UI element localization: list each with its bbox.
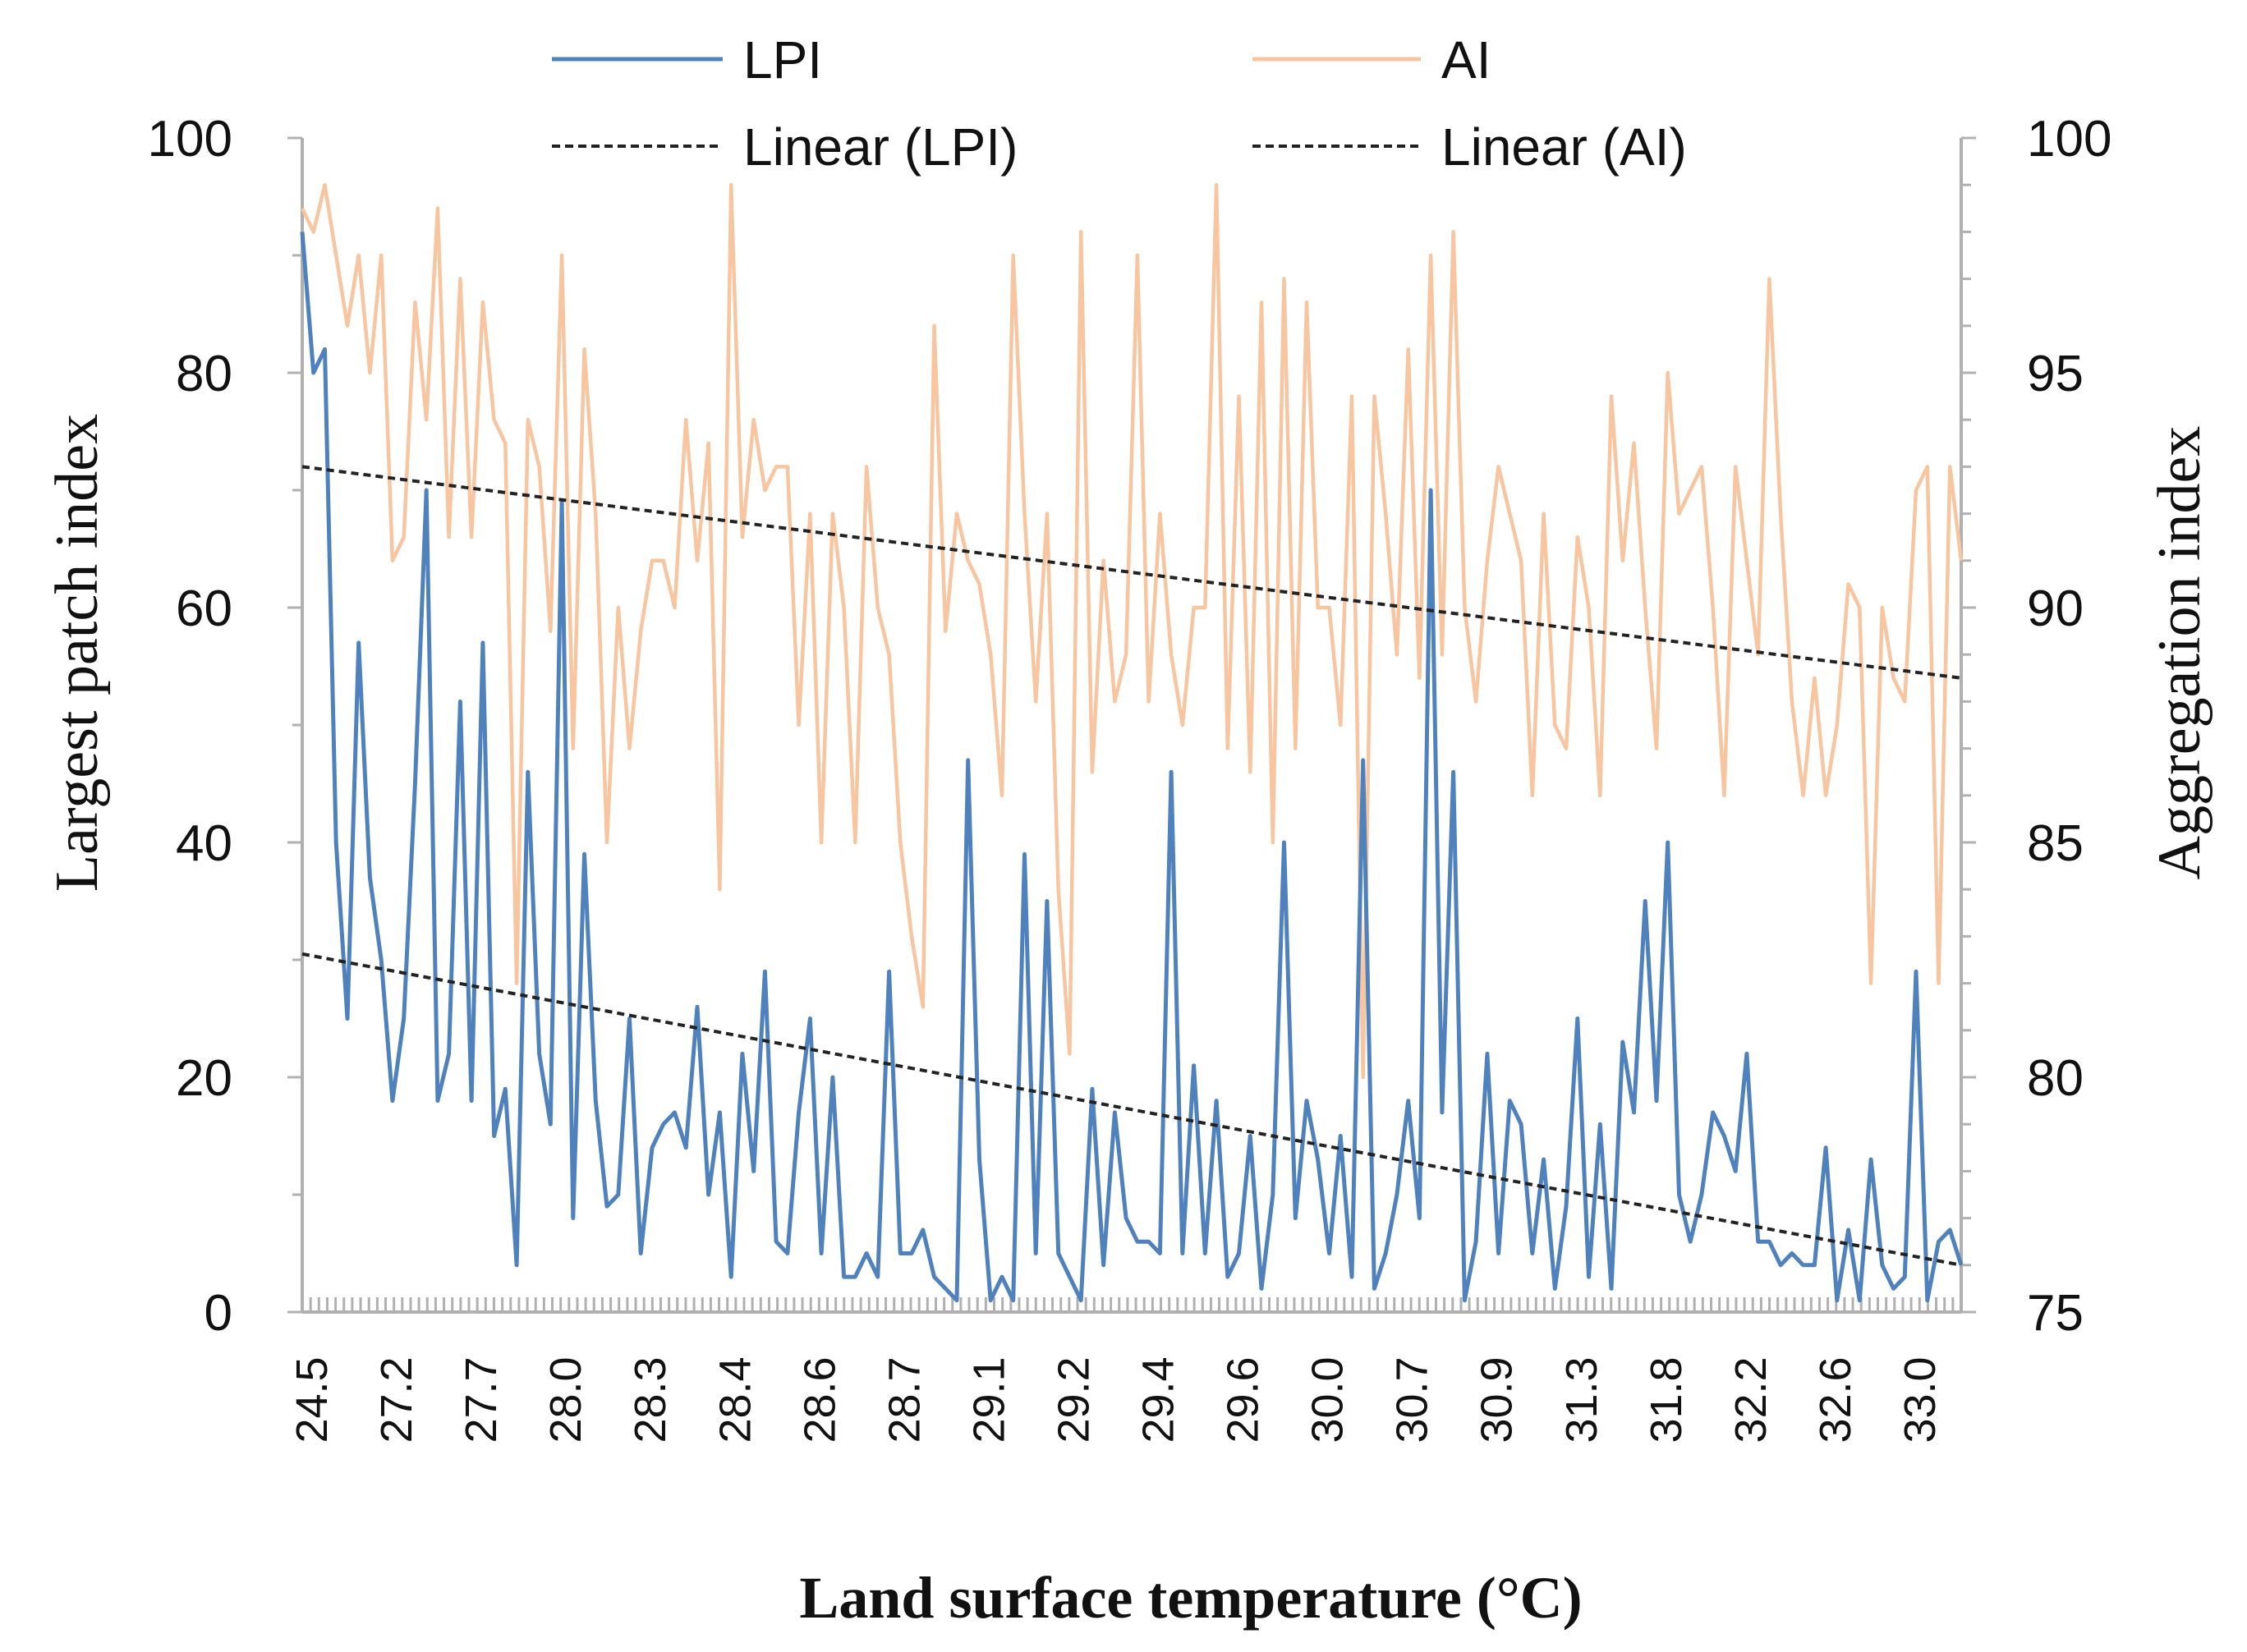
legend-entry-linear-ai[interactable]: Linear (AI) (1252, 117, 1687, 177)
x-tick-label: 28.6 (795, 1356, 844, 1443)
legend-label-lpi: LPI (743, 30, 822, 89)
y-right-tick-label: 75 (2027, 1285, 2084, 1342)
x-tick-label: 30.7 (1388, 1356, 1437, 1443)
x-tick-label: 28.4 (710, 1356, 760, 1443)
series-line-lpi (300, 232, 1964, 1303)
x-tick-label-group: 28.4 (710, 1356, 760, 1443)
legend-entry-linear-lpi[interactable]: Linear (LPI) (552, 117, 1018, 177)
trendline-linear-ai (301, 465, 1962, 680)
series-layer (300, 182, 1964, 1303)
y-left-tick-label: 60 (176, 580, 232, 637)
x-tick-label-group: 27.2 (372, 1356, 421, 1443)
x-tick-label-group: 27.7 (457, 1356, 506, 1443)
x-tick-label: 29.4 (1134, 1356, 1183, 1443)
y-axis-right-title: Aggregation index (2146, 426, 2213, 880)
x-tick-label: 32.2 (1726, 1356, 1776, 1443)
x-tick-label: 29.6 (1219, 1356, 1268, 1443)
y-right-tick-label: 90 (2027, 580, 2084, 637)
x-tick-label-group: 32.6 (1811, 1356, 1860, 1443)
y-right-tick-label: 85 (2027, 815, 2084, 872)
x-tick-label-group: 29.4 (1134, 1356, 1183, 1443)
y-left-tick-label: 100 (148, 111, 232, 167)
x-tick-label-group: 31.3 (1557, 1356, 1606, 1443)
x-tick-label: 31.8 (1642, 1356, 1691, 1443)
x-tick-label: 29.1 (964, 1356, 1013, 1443)
x-tick-label: 32.6 (1811, 1356, 1860, 1443)
legend: LPI AI Linear (LPI) Linear (AI) (552, 30, 1687, 177)
x-axis-title: Land surface temperature (°C) (799, 1565, 1582, 1631)
legend-label-ai: AI (1441, 30, 1491, 89)
x-tick-label-group: 28.7 (880, 1356, 929, 1443)
x-tick-label-group: 29.2 (1049, 1356, 1098, 1443)
y-left-tick-label: 0 (204, 1285, 232, 1342)
tick-layer: 0 20 40 60 80 100 75 80 85 90 95 100 24.5 27.2 27.7 28.… (148, 111, 2112, 1443)
x-tick-label: 24.5 (287, 1356, 337, 1443)
x-tick-label-group: 30.7 (1388, 1356, 1437, 1443)
x-tick-label-group: 33.0 (1895, 1356, 1945, 1443)
x-tick-label-group: 31.8 (1642, 1356, 1691, 1443)
x-tick-label-group: 28.3 (626, 1356, 675, 1443)
x-tick-label-group: 30.9 (1473, 1356, 1522, 1443)
legend-entry-lpi[interactable]: LPI (552, 30, 822, 89)
y-left-tick-label: 80 (176, 346, 232, 402)
y-axis-left-title: Largest patch index (44, 414, 111, 892)
axis-frame (287, 136, 1976, 1314)
trendline-linear-lpi (301, 952, 1962, 1267)
x-tick-label-group: 30.0 (1303, 1356, 1353, 1443)
x-tick-label-group: 29.6 (1219, 1356, 1268, 1443)
x-tick-label: 33.0 (1895, 1356, 1945, 1443)
y-right-tick-label: 95 (2027, 346, 2084, 402)
x-tick-label: 28.0 (541, 1356, 590, 1443)
x-tick-label: 30.0 (1303, 1356, 1353, 1443)
y-left-tick-label: 20 (176, 1050, 232, 1107)
x-tick-label: 31.3 (1557, 1356, 1606, 1443)
y-right-tick-label: 100 (2027, 111, 2111, 167)
trendline-layer (301, 465, 1962, 1267)
x-tick-label-group: 28.0 (541, 1356, 590, 1443)
x-tick-label-group: 29.1 (964, 1356, 1013, 1443)
x-tick-label-group: 32.2 (1726, 1356, 1776, 1443)
x-tick-label-group: 24.5 (287, 1356, 337, 1443)
y-left-tick-label: 40 (176, 815, 232, 872)
x-tick-label: 29.2 (1049, 1356, 1098, 1443)
x-tick-label: 27.7 (457, 1356, 506, 1443)
y-right-tick-label: 80 (2027, 1050, 2084, 1107)
legend-label-linear-ai: Linear (AI) (1441, 117, 1687, 177)
x-tick-label: 27.2 (372, 1356, 421, 1443)
legend-label-linear-lpi: Linear (LPI) (743, 117, 1018, 177)
legend-entry-ai[interactable]: AI (1252, 30, 1491, 89)
x-tick-label: 28.3 (626, 1356, 675, 1443)
series-line-ai (300, 182, 1964, 1080)
x-tick-label: 28.7 (880, 1356, 929, 1443)
x-tick-label: 30.9 (1473, 1356, 1522, 1443)
x-tick-label-group: 28.6 (795, 1356, 844, 1443)
